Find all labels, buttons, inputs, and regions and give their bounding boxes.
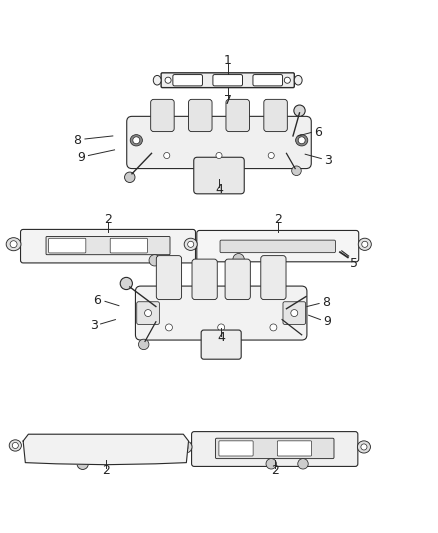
Circle shape bbox=[12, 442, 18, 448]
Text: 9: 9 bbox=[77, 151, 85, 164]
FancyBboxPatch shape bbox=[21, 229, 195, 263]
Text: 7: 7 bbox=[224, 94, 232, 107]
Circle shape bbox=[361, 444, 367, 450]
Circle shape bbox=[291, 310, 298, 317]
Circle shape bbox=[294, 105, 305, 116]
Circle shape bbox=[193, 442, 199, 448]
Ellipse shape bbox=[153, 76, 161, 85]
Circle shape bbox=[292, 166, 301, 175]
FancyBboxPatch shape bbox=[219, 441, 253, 456]
Circle shape bbox=[145, 310, 152, 317]
FancyBboxPatch shape bbox=[173, 75, 202, 86]
FancyBboxPatch shape bbox=[156, 256, 182, 300]
FancyBboxPatch shape bbox=[135, 286, 307, 340]
Circle shape bbox=[120, 277, 132, 289]
FancyBboxPatch shape bbox=[110, 238, 147, 253]
Circle shape bbox=[362, 241, 368, 247]
Circle shape bbox=[10, 241, 17, 248]
Circle shape bbox=[268, 152, 274, 158]
Text: 8: 8 bbox=[74, 134, 81, 147]
Polygon shape bbox=[23, 434, 188, 465]
FancyBboxPatch shape bbox=[191, 432, 358, 466]
Text: 3: 3 bbox=[90, 319, 98, 332]
Text: 4: 4 bbox=[215, 182, 223, 196]
FancyBboxPatch shape bbox=[283, 302, 306, 325]
FancyBboxPatch shape bbox=[161, 73, 294, 87]
FancyBboxPatch shape bbox=[215, 438, 334, 458]
Text: 5: 5 bbox=[350, 257, 358, 270]
Text: 2: 2 bbox=[102, 464, 110, 477]
FancyBboxPatch shape bbox=[277, 441, 311, 456]
Circle shape bbox=[166, 324, 173, 331]
Text: 9: 9 bbox=[323, 315, 331, 328]
Text: 6: 6 bbox=[93, 294, 101, 306]
Circle shape bbox=[124, 172, 135, 182]
Text: 4: 4 bbox=[217, 332, 225, 344]
FancyBboxPatch shape bbox=[225, 259, 251, 300]
FancyBboxPatch shape bbox=[264, 99, 287, 132]
FancyBboxPatch shape bbox=[127, 116, 311, 168]
Circle shape bbox=[124, 444, 129, 448]
Circle shape bbox=[298, 137, 305, 144]
Ellipse shape bbox=[357, 441, 371, 453]
Ellipse shape bbox=[130, 135, 142, 146]
Text: 6: 6 bbox=[314, 126, 322, 139]
FancyBboxPatch shape bbox=[49, 238, 86, 253]
Circle shape bbox=[298, 458, 308, 469]
Circle shape bbox=[183, 444, 188, 450]
Text: 2: 2 bbox=[104, 213, 112, 227]
FancyBboxPatch shape bbox=[137, 302, 159, 325]
Ellipse shape bbox=[190, 440, 202, 451]
Ellipse shape bbox=[6, 238, 21, 251]
FancyBboxPatch shape bbox=[45, 442, 167, 456]
FancyBboxPatch shape bbox=[46, 237, 170, 255]
Circle shape bbox=[216, 152, 222, 158]
Circle shape bbox=[284, 77, 290, 83]
Ellipse shape bbox=[184, 238, 197, 251]
Ellipse shape bbox=[358, 238, 371, 251]
Text: 2: 2 bbox=[271, 464, 279, 477]
FancyBboxPatch shape bbox=[253, 75, 283, 86]
Circle shape bbox=[218, 324, 225, 331]
Ellipse shape bbox=[296, 135, 308, 146]
FancyBboxPatch shape bbox=[188, 99, 212, 132]
Circle shape bbox=[77, 458, 88, 470]
Text: 1: 1 bbox=[224, 54, 232, 67]
FancyBboxPatch shape bbox=[197, 230, 359, 262]
Ellipse shape bbox=[195, 238, 210, 251]
Text: 2: 2 bbox=[274, 213, 282, 227]
FancyBboxPatch shape bbox=[261, 256, 286, 300]
Circle shape bbox=[233, 254, 244, 265]
Circle shape bbox=[164, 152, 170, 158]
FancyBboxPatch shape bbox=[213, 75, 243, 86]
Circle shape bbox=[199, 241, 206, 248]
Circle shape bbox=[187, 241, 194, 247]
Circle shape bbox=[133, 137, 140, 144]
Text: 3: 3 bbox=[324, 154, 332, 167]
Ellipse shape bbox=[9, 440, 21, 451]
FancyBboxPatch shape bbox=[194, 157, 244, 194]
Circle shape bbox=[270, 324, 277, 331]
FancyBboxPatch shape bbox=[192, 259, 217, 300]
Text: 8: 8 bbox=[322, 296, 330, 309]
Circle shape bbox=[58, 444, 63, 448]
FancyBboxPatch shape bbox=[151, 99, 174, 132]
FancyBboxPatch shape bbox=[220, 240, 336, 253]
FancyBboxPatch shape bbox=[201, 330, 241, 359]
Ellipse shape bbox=[294, 76, 302, 85]
Circle shape bbox=[266, 458, 276, 469]
Ellipse shape bbox=[179, 441, 192, 453]
Circle shape bbox=[149, 255, 160, 266]
Circle shape bbox=[165, 77, 171, 83]
FancyBboxPatch shape bbox=[226, 99, 250, 132]
Circle shape bbox=[138, 339, 149, 350]
